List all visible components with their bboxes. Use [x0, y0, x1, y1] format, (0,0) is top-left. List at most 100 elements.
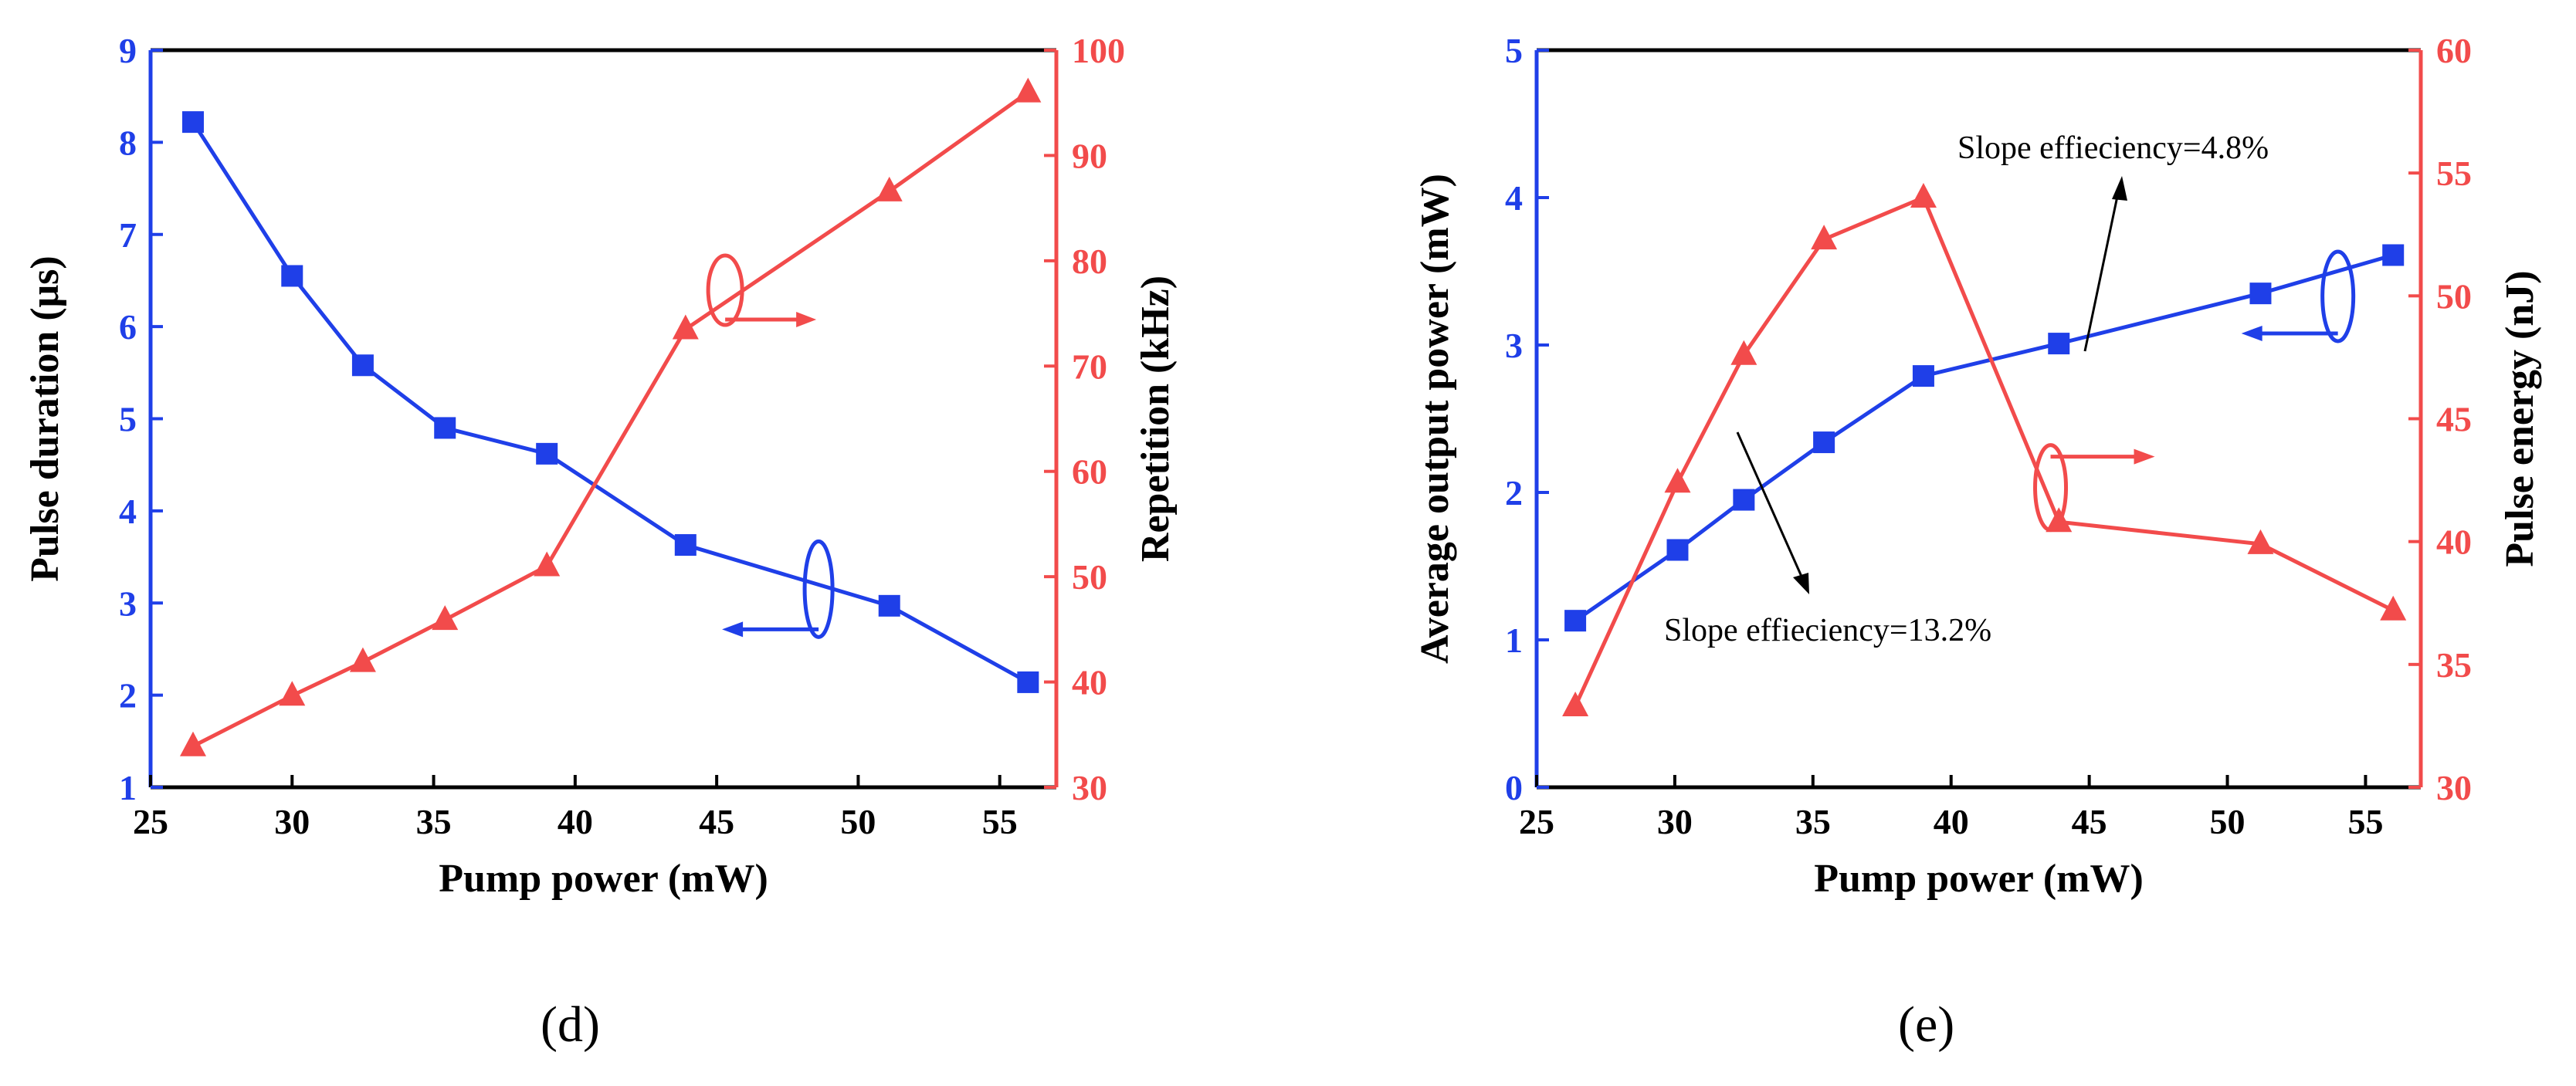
chart-e-series-left-line — [1574, 253, 2394, 623]
chart-e-series-right-line — [1573, 195, 2395, 707]
chart-d-right-series-arrowhead — [796, 312, 817, 328]
chart-e-x-tick-label: 55 — [2347, 802, 2383, 841]
chart-e-left-point — [2048, 333, 2070, 355]
chart-d-right-tick-label: 90 — [1072, 136, 1107, 175]
chart-e-left-point — [1564, 610, 1587, 632]
chart-e-right-point — [1910, 183, 1937, 208]
chart-d-right-point — [534, 551, 561, 577]
chart-d-left-point — [674, 534, 697, 557]
chart-d-x-axis-label: Pump power (mW) — [439, 857, 768, 901]
chart-e-left-point — [2382, 244, 2405, 266]
chart-e-annotation-slope-low-arrowhead — [1793, 573, 1809, 594]
chart-d-x-tick-label: 45 — [699, 802, 734, 841]
chart-e-annotation-slope-low: Slope effieciency=13.2% — [1664, 613, 1991, 648]
chart-d-x-tick-label: 55 — [982, 802, 1018, 841]
chart-d-left-tick-label: 1 — [119, 768, 137, 807]
chart-e-left-point — [1813, 431, 1835, 454]
chart-d-left-series-ellipse — [802, 539, 835, 639]
chart-d-left-series-arrowhead — [722, 621, 744, 638]
chart-e-right-tick-label: 60 — [2436, 31, 2472, 70]
chart-e-left-series-arrowhead — [2241, 325, 2262, 341]
chart-e-left-tick-label: 5 — [1505, 31, 1523, 70]
chart-e-right-point — [1664, 468, 1691, 493]
chart-e-right-point — [2380, 595, 2407, 621]
chart-d-left-tick-label: 7 — [119, 215, 137, 255]
chart-e-left-point — [1912, 365, 1934, 387]
chart-e-left-point — [1733, 489, 1755, 511]
chart-d-left-tick-label: 6 — [119, 307, 137, 347]
chart-d-left-axis-label: Pulse duration (μs) — [23, 255, 67, 581]
chart-d-left-point — [181, 111, 204, 134]
chart-d-x-tick-label: 40 — [558, 802, 593, 841]
chart-e-left-tick-label: 2 — [1505, 473, 1523, 513]
chart-e-x-tick-label: 40 — [1934, 802, 1969, 841]
chart-d-right-point — [672, 314, 699, 340]
chart-e-right-point — [1811, 225, 1838, 250]
chart-e-left-point — [1666, 539, 1689, 561]
chart-e-right-tick-label: 35 — [2436, 645, 2472, 685]
chart-d-left-tick-label: 2 — [119, 676, 137, 716]
chart-d-right-point — [349, 647, 376, 672]
chart-d-left-tick-label: 5 — [119, 400, 137, 439]
chart-d-right-tick-label: 40 — [1072, 663, 1107, 702]
chart-d-right-tick-label: 70 — [1072, 347, 1107, 386]
chart-d-x-tick-label: 50 — [840, 802, 876, 841]
chart-d-left-point — [434, 417, 456, 439]
chart-e-right-series-ellipse — [2033, 443, 2069, 533]
chart-e-x-tick-label: 25 — [1519, 802, 1554, 841]
chart-d-right-tick-label: 80 — [1072, 242, 1107, 281]
chart-d-right-point — [432, 605, 459, 631]
chart-d-left-point — [281, 265, 303, 287]
chart-d-left-tick-label: 3 — [119, 584, 137, 623]
chart-d-x-tick-label: 30 — [274, 802, 310, 841]
chart-e-right-tick-label: 45 — [2436, 400, 2472, 439]
chart-e-right-tick-label: 50 — [2436, 276, 2472, 316]
chart-d-right-point — [179, 731, 206, 756]
chart-e-x-tick-label: 35 — [1795, 802, 1831, 841]
chart-e-left-tick-label: 4 — [1505, 178, 1523, 218]
chart-d-x-tick-label: 35 — [416, 802, 452, 841]
chart-e-right-tick-label: 55 — [2436, 154, 2472, 193]
chart-e-right-point — [2247, 529, 2274, 554]
chart-d-right-tick-label: 30 — [1072, 768, 1107, 807]
chart-e-x-tick-label: 45 — [2072, 802, 2107, 841]
chart-d-right-series-ellipse — [706, 253, 744, 327]
chart-e-left-point — [2249, 282, 2272, 305]
chart-d-left-point — [878, 594, 900, 617]
chart-e-annotation-slope-high-arrowhead — [2112, 176, 2127, 201]
chart-e-right-tick-label: 30 — [2436, 768, 2472, 807]
chart-e-x-tick-label: 50 — [2210, 802, 2246, 841]
chart-e-x-axis-label: Pump power (mW) — [1814, 857, 2144, 901]
chart-e-left-axis-label: Average output power (mW) — [1413, 174, 1457, 664]
chart-e-right-point — [1730, 340, 1757, 365]
panel-label-d: (d) — [541, 996, 600, 1053]
chart-e-right-point — [1562, 691, 1589, 716]
chart-d-right-point — [876, 176, 903, 201]
chart-e-annotation-slope-low-arrow — [1736, 431, 1807, 586]
chart-d-left-tick-label: 8 — [119, 123, 137, 162]
chart-e-right-tick-label: 40 — [2436, 523, 2472, 562]
chart-d-right-point — [1015, 77, 1042, 103]
chart-d-left-point — [351, 354, 374, 377]
chart-d-x-tick-label: 25 — [133, 802, 168, 841]
chart-e-annotation-slope-high: Slope effieciency=4.8% — [1957, 130, 2269, 166]
chart-e-left-tick-label: 1 — [1505, 621, 1523, 660]
chart-d-right-tick-label: 60 — [1072, 452, 1107, 492]
chart-d-series-left-line — [191, 120, 1029, 685]
chart-e-left-tick-label: 3 — [1505, 326, 1523, 365]
chart-e-right-series-arrowhead — [2134, 448, 2155, 465]
chart-d-right-tick-label: 100 — [1072, 31, 1125, 70]
chart-d-series-right-line — [192, 90, 1029, 749]
chart-d-left-point — [1017, 671, 1039, 693]
chart-e-x-tick-label: 30 — [1657, 802, 1693, 841]
chart-e-left-tick-label: 0 — [1505, 768, 1523, 807]
chart-e-right-axis-label: Pulse energy (nJ) — [2498, 270, 2542, 567]
chart-d-left-point — [536, 442, 558, 465]
chart-e-annotation-slope-high-arrow — [2083, 184, 2121, 352]
panel-label-e: (e) — [1898, 996, 1955, 1053]
chart-e-left-series-ellipse — [2320, 249, 2356, 343]
chart-d-right-tick-label: 50 — [1072, 557, 1107, 597]
chart-d-left-tick-label: 9 — [119, 31, 137, 70]
